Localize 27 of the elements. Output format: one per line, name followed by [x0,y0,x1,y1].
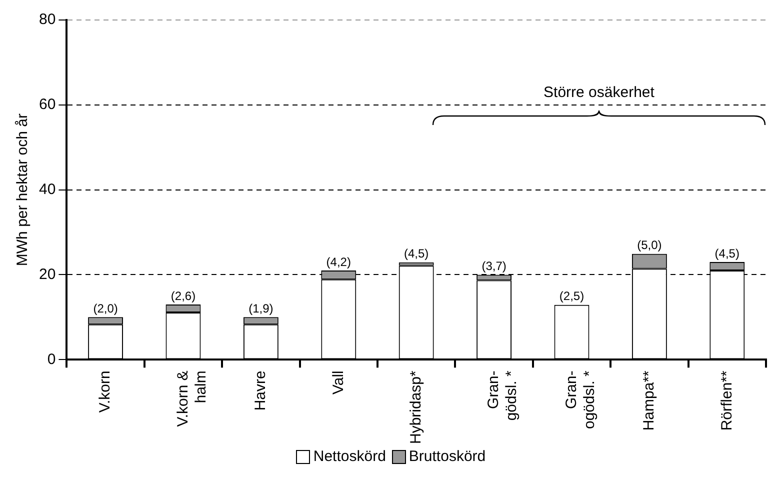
annotation: (2,6) [170,288,196,303]
legend-label: Nettoskörd [313,448,386,465]
annotation: (2,5) [559,289,584,304]
annotation: (2,0) [93,301,118,316]
annotation: (4,2) [326,254,351,269]
annotation: (4,5) [714,246,740,260]
x-tick-label: Havre [252,370,270,411]
x-tick-label: Vall [330,370,347,395]
x-tick-label: V.korn & halm [174,370,210,427]
annotation: (1,9) [248,301,274,316]
y-tick-label: 60 [38,96,56,114]
y-tick-label: 80 [38,11,56,28]
y-tick-label: 40 [38,180,56,198]
x-tick-label: Gran- gödsl. * [485,370,520,421]
y-tick-label: 20 [38,266,56,283]
x-tick-label: Hampa** [640,370,658,431]
legend-label: Bruttoskörd [408,448,486,465]
x-tick-label: Hybridasp* [407,370,424,444]
annotation: Större osäkerhet [542,84,656,101]
y-axis-title: MWh per hektar och år [14,114,32,266]
annotation: (3,7) [482,259,506,274]
annotation: (4,5) [404,246,429,261]
x-tick-label: Rörflen** [718,370,736,431]
y-tick-label: 0 [47,350,56,368]
x-tick-label: V.korn [96,370,114,413]
annotation: (5,0) [637,238,662,252]
x-tick-label: Gran- ogödsl. * [562,370,598,430]
